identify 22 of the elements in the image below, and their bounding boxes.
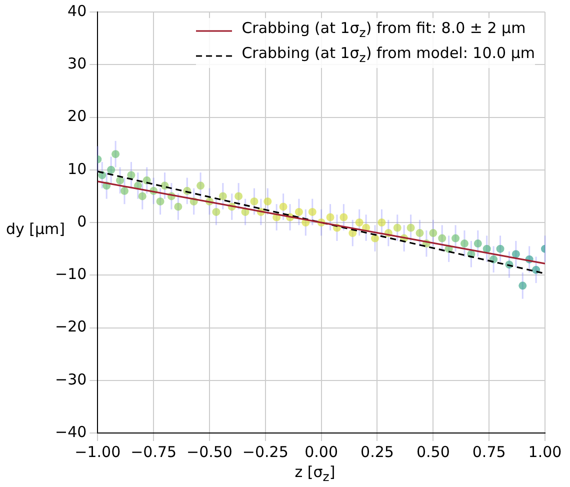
y-tick-label: −20 <box>55 318 87 336</box>
x-tick-label: 0.50 <box>416 442 450 461</box>
x-tick-label: 0.25 <box>360 442 394 461</box>
x-tick-label: 1.00 <box>528 442 562 461</box>
y-tick-label: 20 <box>68 107 87 126</box>
y-tick-label: 30 <box>68 54 87 73</box>
x-tick-label: −0.75 <box>130 442 177 461</box>
legend-label: Crabbing (at 1σ$_{z}$) from fit: 8.0 ± 2 μm <box>242 18 526 42</box>
x-axis-title: z [σ$_{z}$] <box>294 463 336 484</box>
x-tick-label: −0.50 <box>186 442 232 461</box>
y-axis-title: dy [μm] <box>6 220 66 238</box>
x-tick-label: −1.00 <box>74 442 121 461</box>
x-tick-label: −0.25 <box>242 442 288 461</box>
x-tick-label: 0.00 <box>304 442 338 461</box>
y-tick-label: 10 <box>68 160 87 178</box>
y-tick-label: −30 <box>55 370 87 388</box>
x-tick-label: 0.75 <box>472 442 506 461</box>
legend-label: Crabbing (at 1σ$_{z}$) from model: 10.0 μm <box>242 43 535 67</box>
y-tick-label: 0 <box>77 212 87 230</box>
y-tick-label: −10 <box>55 265 87 284</box>
y-tick-label: −40 <box>55 422 87 441</box>
y-tick-label: 40 <box>68 2 87 20</box>
